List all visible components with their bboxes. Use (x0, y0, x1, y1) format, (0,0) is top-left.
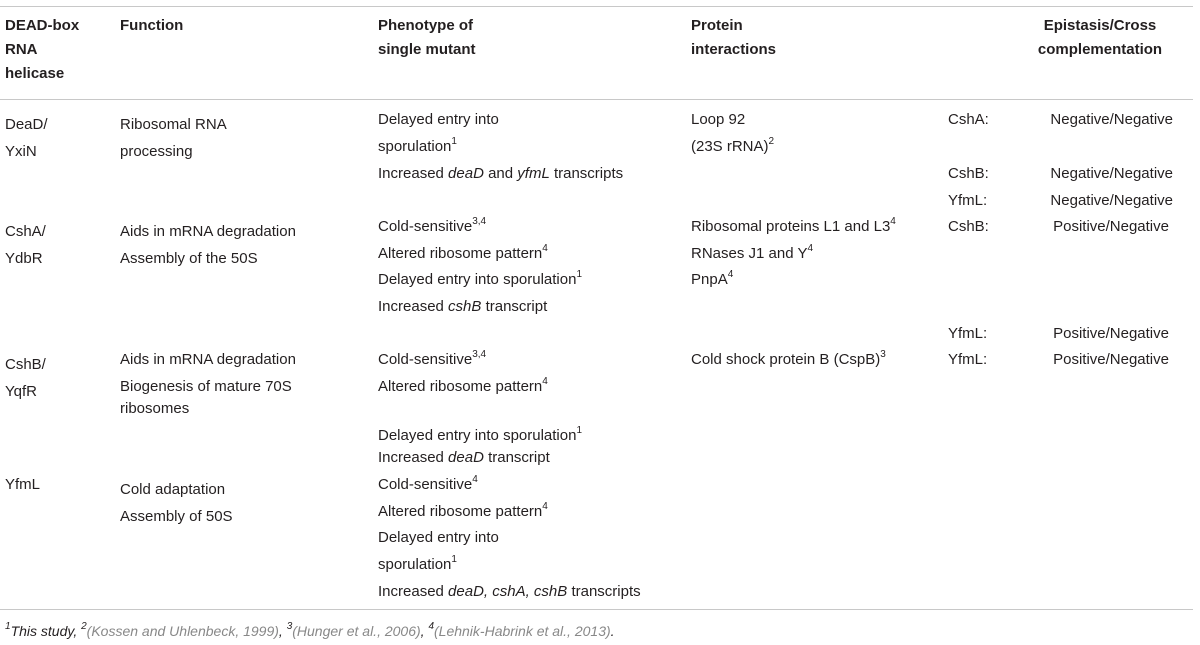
bottom-rule (0, 609, 1193, 610)
epistasis-value: Negative/Negative (1050, 192, 1173, 209)
protein-line: Cold shock protein B (CspB)3 (691, 349, 886, 369)
protein-line: (23S rRNA)2 (691, 136, 775, 156)
epistasis-partner: CshA: (948, 111, 989, 128)
phenotype-line: Increased cshB transcript (378, 298, 548, 315)
helicase-cell: CshB/ YqfR (5, 356, 46, 400)
epistasis-partner: CshB: (948, 165, 989, 182)
epistasis-value: Positive/Negative (1053, 218, 1169, 235)
phenotype-line: Delayed entry into (378, 111, 499, 128)
reference-link[interactable]: (Kossen and Uhlenbeck, 1999) (86, 623, 279, 639)
phenotype-line: Increased deaD and yfmL transcripts (378, 165, 624, 182)
epistasis-value: Positive/Negative (1053, 351, 1169, 368)
header-protein-interactions: Protein interactions (691, 17, 777, 58)
epistasis-partner: YfmL: (948, 192, 988, 209)
phenotype-line: Increased deaD transcript (378, 449, 550, 466)
protein-line: Loop 92 (691, 111, 746, 128)
phenotype-line: Altered ribosome pattern4 (378, 501, 548, 521)
epistasis-partner: YfmL: (948, 351, 988, 368)
protein-line: PnpA4 (691, 269, 734, 289)
header-function: Function (120, 17, 184, 34)
table-footnote: 1This study, 2(Kossen and Uhlenbeck, 199… (5, 621, 615, 639)
phenotype-line: Altered ribosome pattern4 (378, 243, 548, 263)
phenotype-line: Cold-sensitive3,4 (378, 349, 487, 369)
epistasis-value: Negative/Negative (1050, 165, 1173, 182)
phenotype-line: Delayed entry into sporulation1 (378, 425, 583, 445)
phenotype-line: Delayed entry into sporulation1 (378, 269, 583, 289)
header-phenotype: Phenotype of single mutant (378, 17, 476, 58)
header-epistasis: Epistasis/Cross complementation (1037, 17, 1163, 58)
reference-link[interactable]: (Hunger et al., 2006) (292, 623, 421, 639)
phenotype-line: Cold-sensitive3,4 (378, 216, 487, 236)
helicase-cell: DeaD/ YxiN (5, 116, 48, 160)
helicase-cell: CshA/ YdbR (5, 223, 46, 267)
protein-line: Ribosomal proteins L1 and L34 (691, 216, 896, 236)
header-rule (0, 99, 1193, 100)
function-cell: Ribosomal RNA processing (120, 116, 227, 160)
top-rule (0, 6, 1193, 7)
phenotype-line: Increased deaD, cshA, cshB transcripts (378, 583, 641, 600)
function-cell: Aids in mRNA degradation Assembly of the… (120, 223, 296, 267)
phenotype-line: sporulation1 (378, 136, 457, 156)
phenotype-line: sporulation1 (378, 554, 457, 574)
helicase-cell: YfmL (5, 476, 41, 493)
epistasis-partner: YfmL: (948, 325, 988, 342)
function-cell: Cold adaptation Assembly of 50S (120, 481, 233, 525)
epistasis-value: Positive/Negative (1053, 325, 1169, 342)
phenotype-line: Cold-sensitive4 (378, 474, 478, 494)
function-cell: Aids in mRNA degradation Biogenesis of m… (120, 351, 296, 417)
phenotype-line: Delayed entry into (378, 529, 499, 546)
reference-link[interactable]: (Lehnik-Habrink et al., 2013) (434, 623, 611, 639)
epistasis-partner: CshB: (948, 218, 989, 235)
epistasis-value: Negative/Negative (1050, 111, 1173, 128)
header-helicase: DEAD-box RNA helicase (5, 17, 80, 82)
phenotype-line: Altered ribosome pattern4 (378, 376, 548, 396)
protein-line: RNases J1 and Y4 (691, 243, 814, 263)
